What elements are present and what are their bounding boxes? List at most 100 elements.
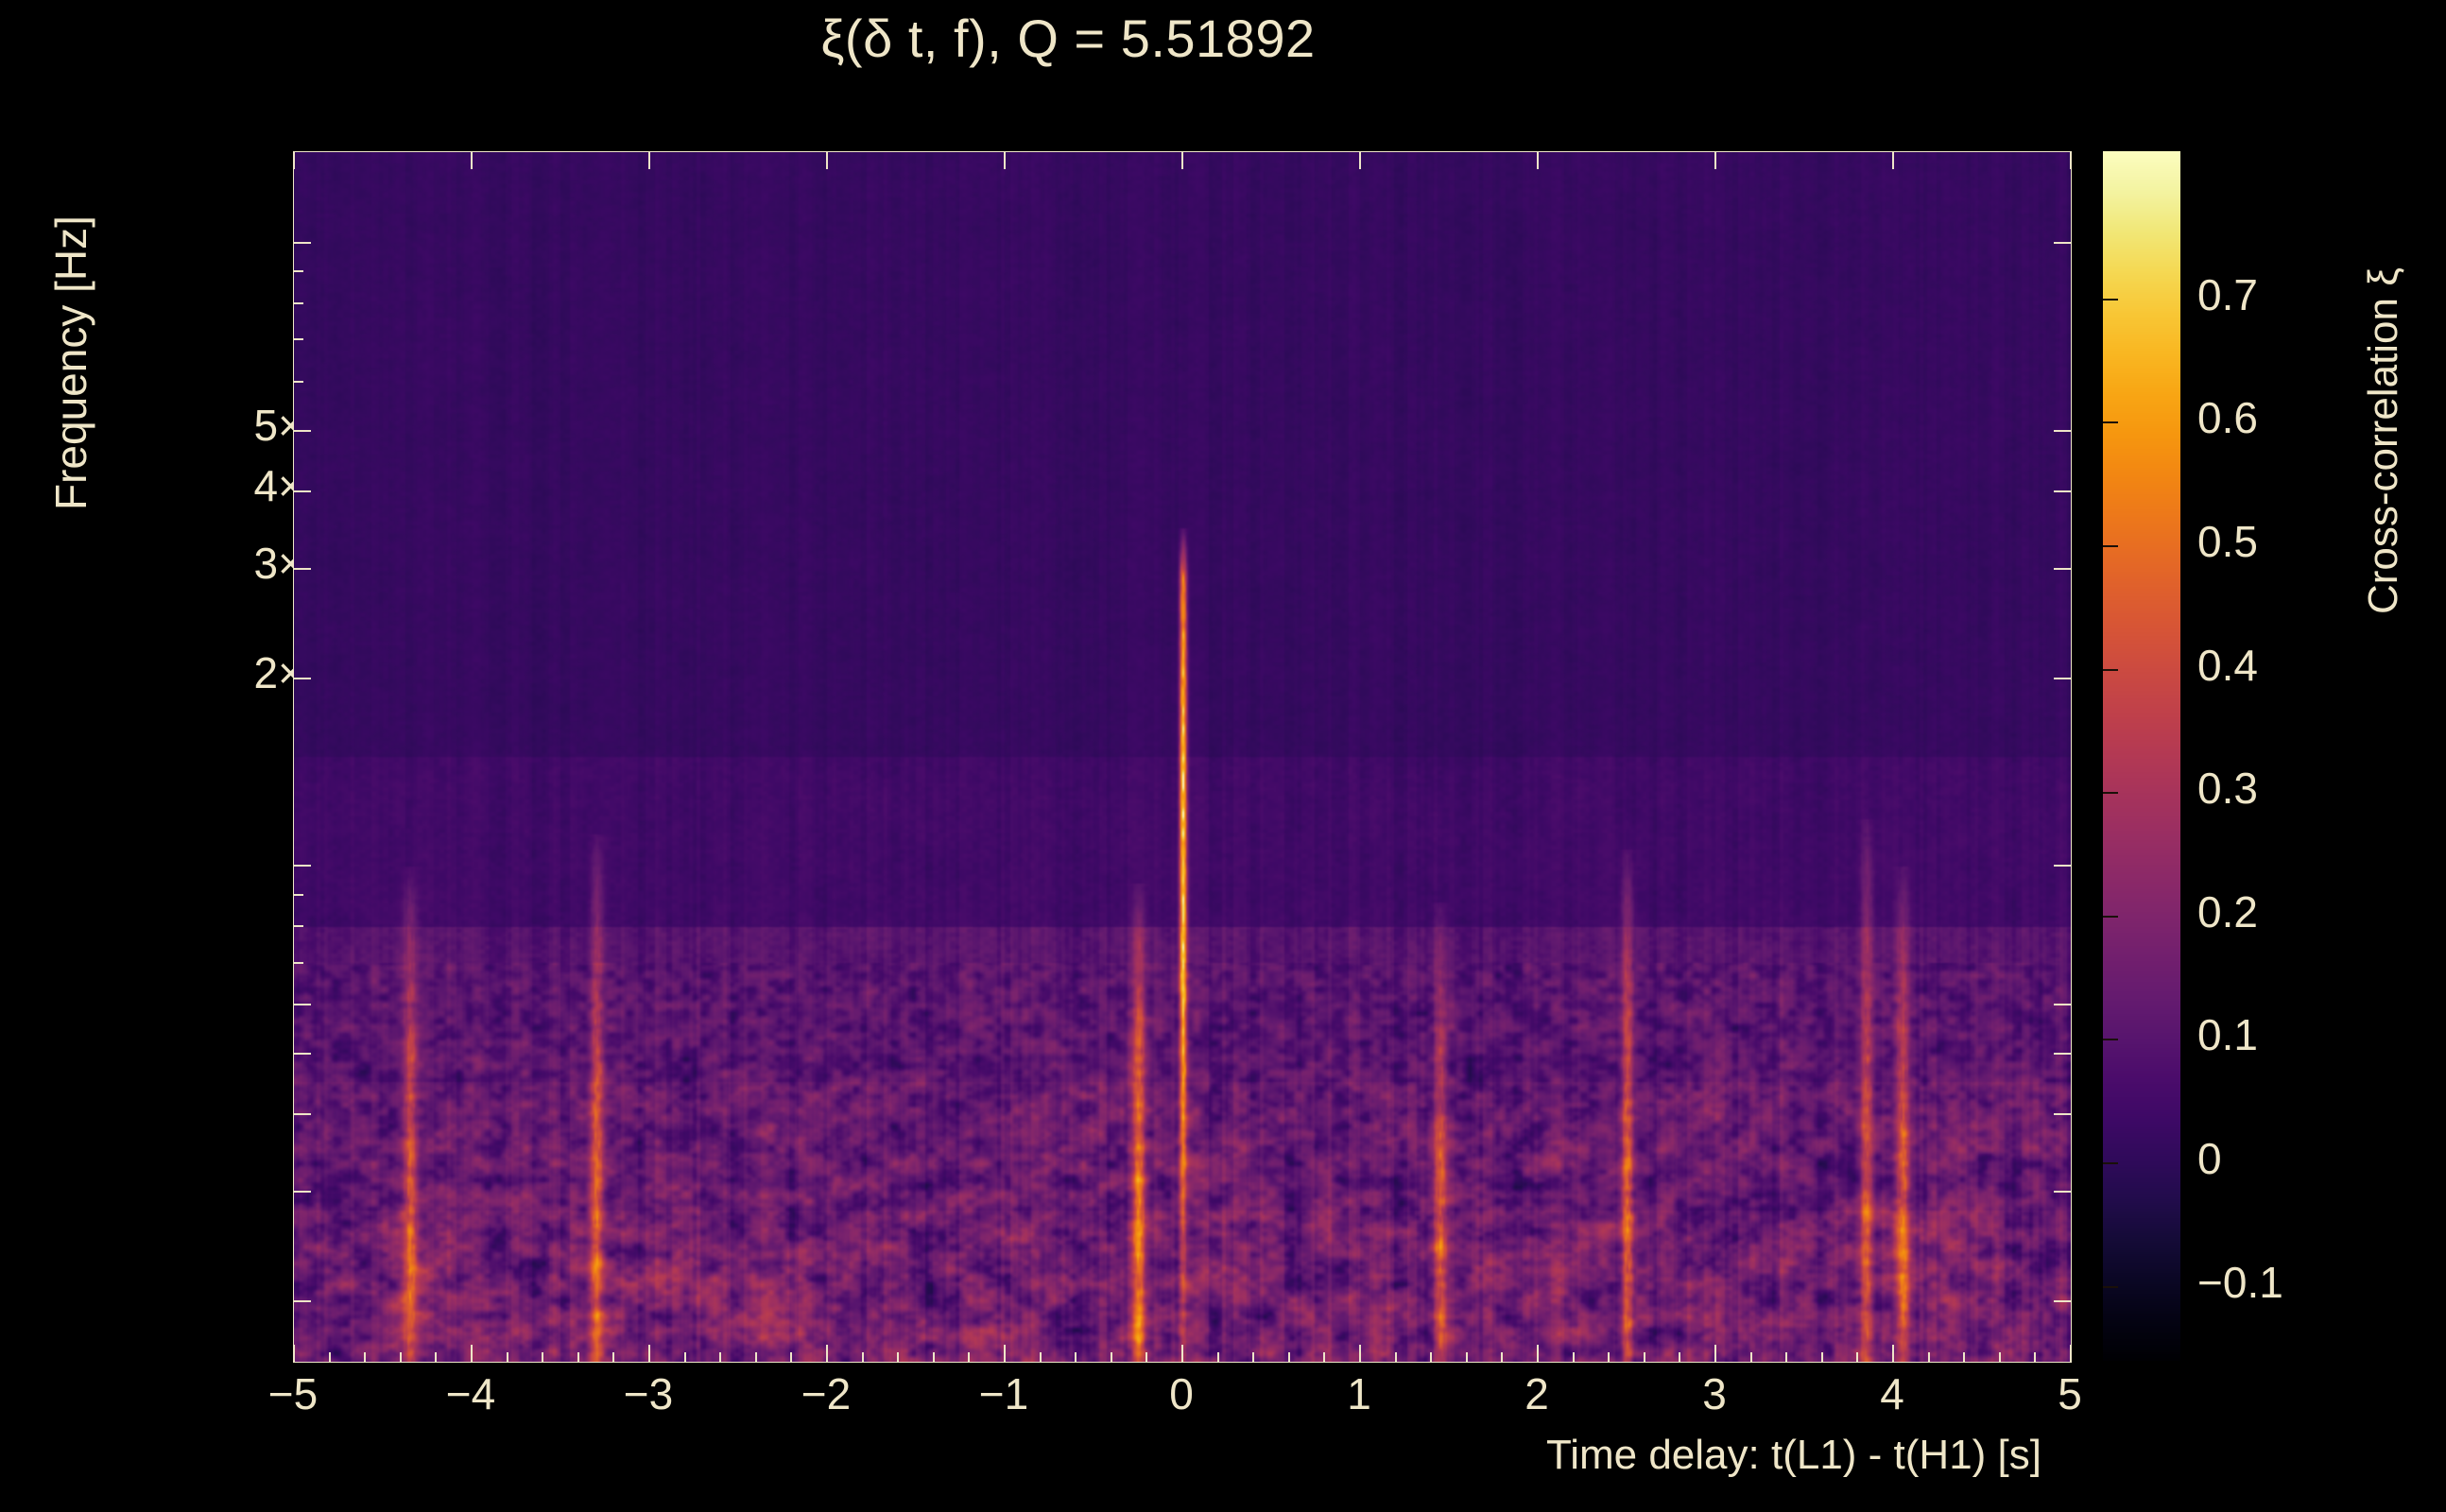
x-axis-minor-tick: [932, 1352, 935, 1362]
x-axis-tick: [826, 1345, 828, 1362]
colorbar-tick-label: 0.2: [2197, 886, 2258, 936]
colorbar-tick-label: 0.7: [2197, 269, 2258, 319]
y-axis-tick-right: [2054, 1003, 2071, 1005]
x-axis-minor-tick: [683, 1352, 686, 1362]
colorbar-tick-label: 0: [2197, 1134, 2222, 1184]
x-axis-tick-label: −2: [801, 1369, 852, 1418]
x-axis-tick: [648, 1345, 650, 1362]
colorbar-tick: [2103, 1162, 2118, 1165]
x-axis-tick-top: [471, 152, 473, 169]
x-axis-tick-top: [1004, 152, 1006, 169]
x-axis-tick-label: 3: [1702, 1369, 1727, 1418]
x-axis-tick-label: −3: [623, 1369, 674, 1418]
colorbar-tick: [2103, 298, 2118, 301]
y-axis-minor-tick: [294, 678, 303, 679]
x-axis-tick: [1359, 1345, 1361, 1362]
x-axis-minor-tick: [612, 1352, 615, 1362]
x-axis-minor-tick: [1927, 1352, 1930, 1362]
heatmap-plot-area: [293, 151, 2072, 1363]
x-axis-minor-tick: [1287, 1352, 1290, 1362]
x-axis-minor-tick: [1039, 1352, 1042, 1362]
y-axis-tick-right: [2054, 567, 2071, 570]
y-axis-minor-tick: [294, 1300, 303, 1303]
x-axis-tick-top: [1714, 152, 1716, 169]
x-axis-minor-tick: [1963, 1352, 1966, 1362]
y-axis-minor-tick: [294, 242, 303, 245]
x-axis-tick-top: [826, 152, 828, 169]
y-axis-minor-tick: [294, 1112, 303, 1115]
colorbar-tick-label: 0.4: [2197, 640, 2258, 690]
x-axis-tick: [2070, 1345, 2071, 1362]
colorbar-gradient: [2103, 151, 2180, 1361]
colorbar-tick-label: −0.1: [2197, 1257, 2283, 1307]
x-axis-minor-tick: [542, 1352, 544, 1362]
x-axis-minor-tick: [1998, 1352, 2001, 1362]
x-axis-minor-tick: [1075, 1352, 1077, 1362]
y-axis-minor-tick: [294, 1191, 303, 1194]
x-axis-minor-tick: [1394, 1352, 1397, 1362]
y-axis-minor-tick: [294, 893, 303, 896]
y-axis-tick-right: [2054, 1191, 2071, 1194]
x-axis-minor-tick: [861, 1352, 864, 1362]
x-axis-tick-top: [2070, 152, 2071, 169]
x-axis-minor-tick: [435, 1352, 438, 1362]
y-axis-tick-right: [2054, 1300, 2071, 1303]
colorbar-tick: [2103, 544, 2118, 547]
x-axis-title: Time delay: t(L1) - t(H1) [s]: [1545, 1432, 2041, 1478]
x-axis-minor-tick: [399, 1352, 402, 1362]
x-axis-minor-tick: [506, 1352, 508, 1362]
x-axis-tick-label: −1: [978, 1369, 1029, 1418]
y-axis-minor-tick: [294, 270, 303, 273]
y-axis-minor-tick: [294, 380, 303, 383]
x-axis-tick: [1004, 1345, 1006, 1362]
x-axis-tick-label: 4: [1880, 1369, 1904, 1418]
x-axis-minor-tick: [1110, 1352, 1112, 1362]
x-axis-minor-tick: [577, 1352, 579, 1362]
x-axis-minor-tick: [1252, 1352, 1255, 1362]
colorbar-tick-label: 0.1: [2197, 1010, 2258, 1060]
y-axis-minor-tick: [294, 925, 303, 928]
x-axis-minor-tick: [1856, 1352, 1859, 1362]
colorbar: [2103, 151, 2180, 1361]
y-axis-tick-right: [2054, 1112, 2071, 1115]
colorbar-tick: [2103, 792, 2118, 795]
y-axis-tick-right: [2054, 242, 2071, 245]
y-axis-tick-right: [2054, 429, 2071, 432]
y-axis-tick-right: [2054, 490, 2071, 492]
x-axis-minor-tick: [897, 1352, 900, 1362]
colorbar-tick-label: 0.6: [2197, 393, 2258, 443]
x-axis-tick-label: −4: [445, 1369, 496, 1418]
colorbar-tick: [2103, 915, 2118, 918]
y-axis-minor-tick: [294, 865, 303, 868]
x-axis-minor-tick: [1785, 1352, 1788, 1362]
heatmap-image: [294, 152, 2071, 1362]
x-axis-tick: [294, 1345, 295, 1362]
x-axis-minor-tick: [754, 1352, 757, 1362]
x-axis-minor-tick: [1501, 1352, 1504, 1362]
x-axis-tick-top: [1359, 152, 1361, 169]
y-axis-minor-tick: [294, 302, 303, 305]
x-axis-tick: [1714, 1345, 1716, 1362]
x-axis-minor-tick: [719, 1352, 722, 1362]
colorbar-title: Cross-correlation ξ: [2360, 267, 2406, 614]
x-axis-minor-tick: [328, 1352, 331, 1362]
y-axis-minor-tick: [294, 961, 303, 964]
chart-title: ξ(δ t, f), Q = 5.51892: [820, 9, 1316, 68]
x-axis-tick-top: [1181, 152, 1183, 169]
y-axis-minor-tick: [294, 567, 303, 570]
x-axis-minor-tick: [1643, 1352, 1645, 1362]
x-axis-tick-label: −5: [267, 1369, 319, 1418]
x-axis-minor-tick: [1323, 1352, 1326, 1362]
x-axis-tick-top: [1892, 152, 1894, 169]
x-axis-minor-tick: [1820, 1352, 1823, 1362]
x-axis-minor-tick: [1608, 1352, 1611, 1362]
colorbar-tick: [2103, 1039, 2118, 1041]
x-axis-minor-tick: [1679, 1352, 1681, 1362]
x-axis-tick: [1537, 1345, 1539, 1362]
y-axis-minor-tick: [294, 1052, 303, 1055]
x-axis-minor-tick: [364, 1352, 367, 1362]
x-axis-tick-label: 0: [1169, 1369, 1194, 1418]
x-axis-minor-tick: [1572, 1352, 1575, 1362]
colorbar-tick-label: 0.3: [2197, 764, 2258, 814]
y-axis-minor-tick: [294, 429, 303, 432]
